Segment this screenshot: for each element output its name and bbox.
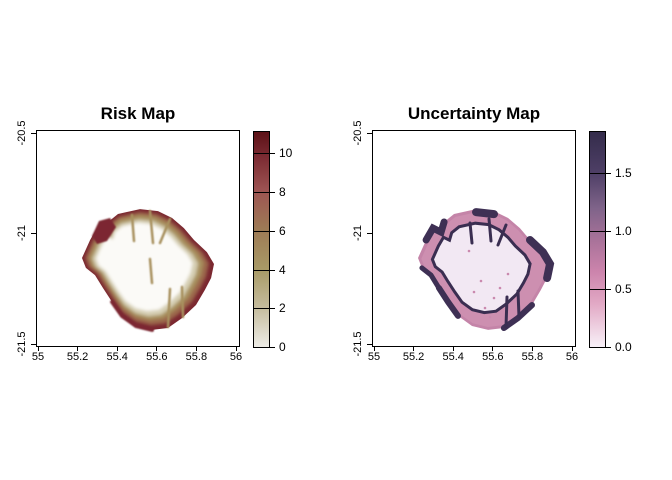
colorbar-label: 2: [279, 301, 286, 315]
colorbar-tick: [590, 173, 611, 174]
colorbar-tick: [254, 308, 275, 309]
y-axis-tick: [367, 233, 372, 234]
uncertainty-dark-notch: [468, 221, 474, 245]
x-axis-label: 55.2: [402, 351, 425, 363]
risk-valley-finger: [148, 209, 155, 245]
y-axis-label: -20.5: [352, 120, 364, 146]
risk-map-panel: Risk Map 55 55.2 55.4 55.6 55.8 56 -20.5 -21 -21…: [16, 104, 293, 363]
risk-band: [96, 222, 193, 311]
uncertainty-dark-coast-patch: [419, 265, 442, 291]
x-axis-label: 55.6: [146, 351, 168, 363]
x-axis-tick: [195, 346, 197, 351]
uncertainty-interior: [430, 221, 532, 315]
uncertainty-speckle: [472, 290, 476, 294]
uncertainty-dark-coast-patch: [422, 218, 448, 244]
colorbar-label: 4: [279, 263, 286, 277]
x-axis-tick: [235, 346, 237, 351]
x-axis-tick: [531, 346, 533, 351]
uncertainty-speckle: [506, 272, 510, 276]
colorbar-tick: [590, 347, 611, 348]
risk-colorbar: [253, 131, 270, 348]
risk-plot-area: [36, 130, 240, 347]
x-axis-label: 55.4: [442, 351, 464, 363]
colorbar-tick: [254, 231, 275, 232]
x-axis-label: 55.6: [482, 351, 504, 363]
uncertainty-speckle: [492, 296, 496, 300]
uncertainty-colorbar: [589, 131, 606, 348]
x-axis-tick: [77, 346, 79, 351]
risk-valley-finger: [130, 213, 136, 243]
x-axis-tick: [571, 346, 573, 351]
y-axis-label: -21.5: [352, 331, 364, 357]
risk-raster: [82, 209, 214, 332]
uncertainty-map-panel: Uncertainty Map 55 55.2 55.4 55.6 55.8 56 -20.…: [336, 0, 672, 480]
colorbar-label: 10: [279, 146, 293, 160]
colorbar-label: 6: [279, 224, 286, 238]
x-axis-tick: [156, 346, 158, 351]
y-axis-label: -21.5: [16, 331, 28, 357]
y-axis-label: -21: [352, 225, 364, 241]
risk-valley-finger: [158, 217, 172, 245]
x-axis-label: 55.2: [66, 351, 89, 363]
x-axis-tick: [373, 346, 375, 351]
risk-valley-finger: [166, 287, 172, 329]
x-axis-label: 55.4: [106, 351, 128, 363]
uncertainty-dark-notch: [504, 295, 509, 329]
y-axis-tick: [367, 133, 372, 134]
colorbar-label: 0.5: [615, 282, 632, 296]
risk-valley-finger: [148, 257, 154, 285]
x-axis-label: 55: [367, 351, 381, 363]
y-axis-label: -21: [16, 225, 28, 241]
risk-sw-dark-coast: [110, 300, 155, 332]
colorbar-label: 0: [279, 340, 286, 354]
uncertainty-dark-coast-patch: [435, 284, 461, 319]
uncertainty-dark-coast-patch: [526, 236, 555, 282]
y-axis-tick: [31, 344, 36, 345]
y-axis-tick: [31, 133, 36, 134]
uncertainty-raster: [418, 208, 555, 331]
uncertainty-dark-notch: [516, 289, 521, 319]
colorbar-label: 1.5: [615, 166, 632, 180]
uncertainty-speckle: [479, 279, 483, 283]
y-axis-label: -20.5: [16, 120, 28, 146]
colorbar-label: 8: [279, 185, 286, 199]
y-axis-tick: [367, 344, 372, 345]
colorbar-label: 1.0: [615, 224, 632, 238]
uncertainty-dark-coast-patch: [472, 208, 498, 219]
uncertainty-speckle: [498, 286, 502, 290]
x-axis-tick: [452, 346, 454, 351]
colorbar-tick: [254, 270, 275, 271]
risk-details: [92, 209, 185, 332]
risk-gradient-bands: [85, 212, 209, 326]
colorbar-tick: [254, 153, 275, 154]
x-axis-tick: [37, 346, 39, 351]
x-axis-label: 56: [565, 351, 579, 363]
x-axis-label: 56: [229, 351, 243, 363]
colorbar-tick: [590, 289, 611, 290]
uncertainty-speckle: [467, 249, 471, 253]
x-axis-tick: [116, 346, 118, 351]
y-axis-tick: [31, 233, 36, 234]
uncertainty-plot-area: [372, 130, 576, 347]
x-axis-tick: [413, 346, 415, 351]
x-axis-tick: [492, 346, 494, 351]
uncertainty-speckle: [488, 315, 492, 319]
uncertainty-speckle: [483, 306, 487, 310]
colorbar-tick: [590, 231, 611, 232]
risk-map-title: Risk Map: [100, 104, 176, 123]
colorbar-tick: [254, 347, 275, 348]
risk-nw-dark-patch: [92, 218, 116, 244]
x-axis-label: 55.8: [521, 351, 544, 363]
colorbar-tick: [254, 192, 275, 193]
uncertainty-map-title: Uncertainty Map: [407, 104, 541, 123]
uncertainty-dark-notch: [487, 217, 493, 243]
uncertainty-dark-notch: [496, 223, 508, 247]
x-axis-label: 55.8: [185, 351, 208, 363]
risk-valley-finger: [180, 285, 185, 319]
x-axis-label: 55: [31, 351, 45, 363]
colorbar-label: 0.0: [615, 340, 632, 354]
